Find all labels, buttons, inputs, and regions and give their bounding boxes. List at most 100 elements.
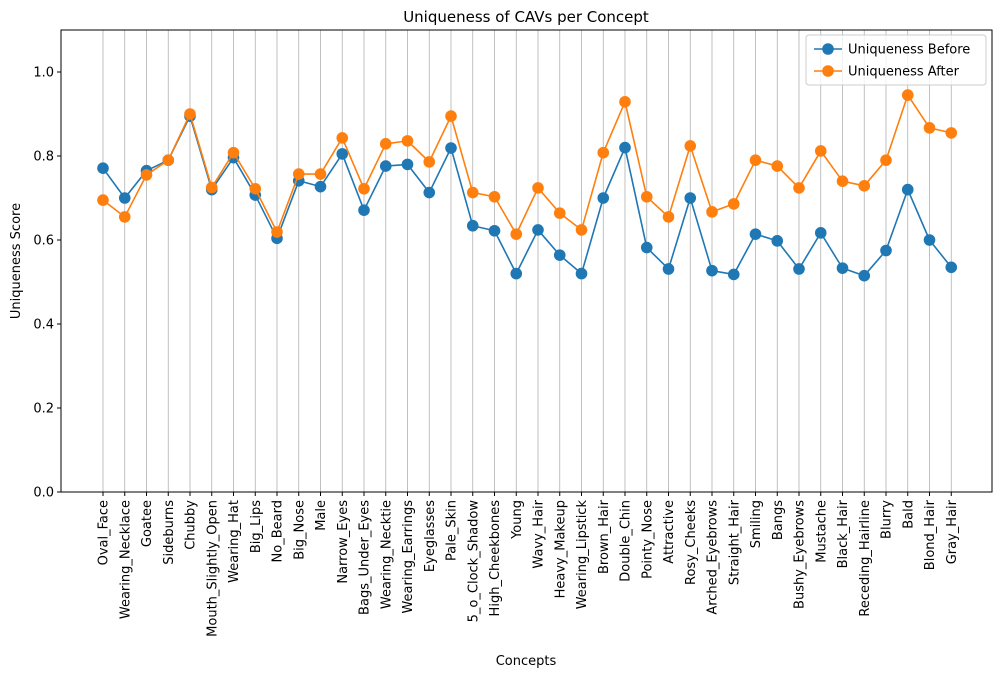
data-point [466,219,479,232]
data-point [858,269,871,282]
data-point [140,169,153,181]
data-point [510,267,523,280]
data-point [336,132,349,144]
x-tick-label: Male [314,500,329,531]
data-point [901,89,914,101]
data-point [510,228,523,240]
data-point [118,211,131,223]
x-tick-label: Blond_Hair [923,499,938,570]
data-point [575,267,588,280]
series-layer [97,89,958,282]
series-line [102,94,952,235]
x-tick-label: 5_o_Clock_Shadow [466,500,481,623]
x-tick-label: Bangs [771,500,786,540]
x-tick-label: Gray_Hair [945,499,960,564]
x-tick-label: Goatee [140,500,155,547]
data-point [619,96,631,108]
x-axis-title: Concepts [496,654,557,669]
legend-box [805,34,987,86]
series-line [102,115,952,277]
data-point [597,146,610,159]
legend-label: Uniqueness After [848,65,960,80]
x-tick-label: Pointy_Nose [640,500,655,579]
x-tick-label: Narrow_Eyes [336,500,351,584]
x-tick-label: Mustache [814,500,829,563]
x-tick-label: Sideburns [162,500,177,565]
x-tick-label: Wearing_Necktie [379,500,394,609]
x-tick-label: Chubby [184,500,199,550]
data-point [814,145,827,157]
data-point [292,168,305,180]
x-tick-label: Smiling [749,500,764,548]
y-tick-label: 0.2 [33,402,54,417]
data-point [640,241,653,254]
legend-marker [822,65,834,77]
data-point [836,175,849,187]
data-point [423,156,436,168]
data-point [880,154,892,166]
data-point [271,226,283,238]
x-tick-label: Black_Hair [836,499,851,568]
plot-frame [60,29,993,493]
x-tick-label: Eyeglasses [423,500,438,572]
data-point [793,182,805,194]
x-tick-label: Bald [901,500,916,529]
x-tick-label: Young [510,500,525,540]
x-tick-label: Pale_Skin [445,500,460,561]
x-tick-label: Blurry [880,500,895,539]
x-tick-label: Wavy_Hair [532,499,547,568]
x-tick-label: Receding_Hairline [858,500,873,617]
data-point [379,138,392,150]
x-tick-label: Heavy_Makeup [553,500,568,598]
data-point [575,224,588,236]
data-point [227,146,240,159]
data-point [706,264,718,277]
data-point [532,224,544,236]
data-point [553,249,566,261]
data-point [358,182,370,195]
x-tick-label: Wearing_Lipstick [575,500,590,610]
data-point [793,263,805,275]
data-point [205,181,218,194]
x-tick-label: Wearing_Hat [227,500,242,583]
data-point [814,227,827,239]
data-point [684,192,697,204]
x-tick-label: Big_Lips [249,500,264,553]
data-point [445,110,457,122]
data-point [314,180,327,193]
data-point [662,263,675,275]
legend-label: Uniqueness Before [848,43,970,58]
data-point [184,108,196,120]
x-tick-label: Bushy_Eyebrows [793,500,808,609]
data-point [336,148,349,160]
legend-marker [822,43,834,55]
y-axis-ticks: 0.0 0.2 0.4 0.6 0.8 1.0 [33,66,61,501]
data-point [532,182,544,194]
data-point [945,127,958,139]
data-point [858,180,871,192]
data-point [749,154,762,166]
axes [60,29,993,493]
data-point [162,154,175,166]
data-point [553,207,566,219]
data-point [880,244,892,257]
data-point [401,158,414,171]
data-point [945,261,958,274]
x-tick-label: Oval_Face [97,500,112,565]
data-point [727,198,740,210]
data-point [488,190,501,203]
data-point [640,190,653,203]
x-tick-label: Rosy_Cheeks [684,500,699,585]
x-tick-label: No_Beard [271,500,286,562]
data-point [401,135,414,147]
y-axis-title: Uniqueness Score [9,203,24,319]
data-point [923,122,936,134]
data-point [923,234,936,246]
chart-title: Uniqueness of CAVs per Concept [403,8,649,26]
data-point [423,186,436,199]
y-tick-label: 0.6 [33,234,54,249]
data-point [118,192,131,204]
data-point [771,235,784,247]
data-point [662,211,675,223]
